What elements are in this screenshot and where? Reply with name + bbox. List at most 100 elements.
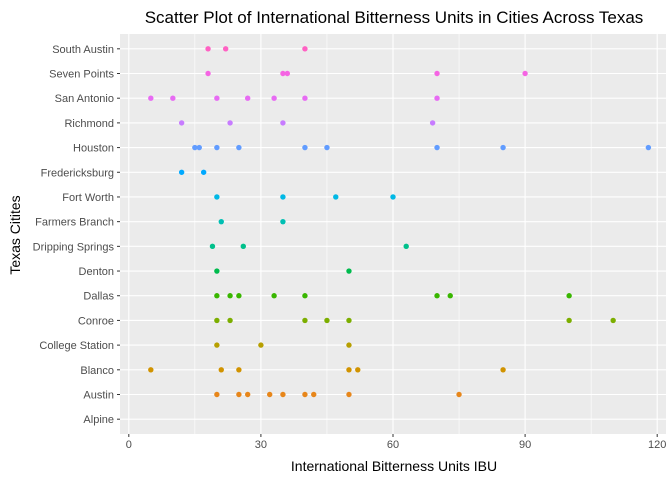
data-point [434, 144, 440, 151]
data-point [390, 194, 396, 200]
y-tick-label: College Station [39, 340, 114, 352]
y-axis-title: Texas Citites [7, 195, 23, 274]
data-point [205, 70, 211, 77]
data-point [302, 317, 308, 324]
data-point [302, 293, 308, 299]
data-point [271, 95, 277, 101]
y-tick-label: Seven Points [49, 69, 114, 81]
y-tick-label: Blanco [80, 365, 114, 377]
data-point [324, 144, 330, 151]
data-point [148, 95, 154, 101]
data-point [522, 70, 528, 77]
data-point [566, 293, 572, 299]
data-point [271, 293, 277, 299]
data-point [240, 243, 246, 250]
data-point [333, 194, 339, 200]
data-point [302, 144, 308, 151]
data-point [346, 391, 352, 398]
data-point [302, 46, 308, 52]
data-point [429, 120, 436, 126]
y-tick-label: Farmers Branch [35, 217, 114, 229]
data-point [214, 268, 220, 274]
x-tick-label: 30 [255, 439, 267, 451]
chart-title: Scatter Plot of International Bitterness… [145, 8, 644, 27]
x-tick-label: 0 [126, 439, 132, 451]
y-tick-label: San Antonio [55, 93, 114, 105]
data-point [280, 70, 286, 77]
y-tick-label: Fredericksburg [41, 167, 114, 179]
x-tick-label: 60 [387, 439, 399, 451]
data-point [214, 391, 220, 398]
data-point [214, 95, 220, 101]
x-axis-ticks: 0 30 60 90 120 [126, 434, 666, 451]
data-point [236, 144, 242, 151]
y-tick-label: Austin [83, 389, 114, 401]
data-point [456, 391, 462, 398]
y-tick-label: Alpine [83, 414, 114, 426]
data-point [610, 317, 616, 324]
data-point [500, 144, 506, 151]
data-point [148, 367, 154, 373]
data-point [280, 194, 286, 200]
y-tick-label: Dallas [83, 291, 114, 303]
data-point [324, 317, 330, 324]
data-point [355, 367, 361, 373]
data-point [244, 391, 251, 398]
data-point [434, 293, 440, 299]
data-point [236, 367, 242, 373]
data-point [302, 391, 308, 398]
y-tick-label: Houston [73, 143, 114, 155]
data-point [346, 367, 352, 373]
data-point [258, 342, 264, 348]
data-point [500, 367, 506, 373]
data-point [302, 95, 308, 101]
data-point [280, 391, 286, 398]
data-point [566, 317, 572, 324]
data-point [178, 169, 185, 175]
data-point [196, 144, 202, 151]
data-point [280, 120, 286, 126]
data-point [214, 194, 220, 200]
x-tick-label: 120 [648, 439, 666, 451]
y-tick-label: Dripping Springs [33, 241, 115, 253]
y-tick-label: Richmond [64, 118, 114, 130]
data-point [214, 293, 220, 299]
data-point [214, 317, 220, 324]
y-tick-label: Fort Worth [62, 192, 114, 204]
data-point [192, 144, 198, 151]
minor-gridlines [194, 34, 592, 434]
data-point [280, 218, 286, 225]
data-point [346, 268, 352, 274]
x-tick-label: 90 [519, 439, 531, 451]
data-point [284, 70, 291, 77]
data-point [205, 46, 211, 52]
data-point [170, 95, 176, 101]
data-point [311, 391, 317, 398]
data-point [178, 120, 185, 126]
data-point [244, 95, 251, 101]
data-point [346, 342, 352, 348]
y-tick-label: Conroe [78, 315, 114, 327]
data-point [403, 243, 409, 250]
data-point [236, 293, 242, 299]
data-point [645, 144, 652, 151]
data-point [218, 367, 224, 373]
y-tick-label: Denton [79, 266, 114, 278]
data-point [447, 293, 453, 299]
data-point [214, 342, 220, 348]
y-tick-label: South Austin [52, 44, 114, 56]
data-point [214, 144, 220, 151]
data-point [227, 317, 233, 324]
data-point [434, 70, 440, 77]
data-point [227, 120, 233, 126]
data-points [148, 46, 652, 398]
data-point [222, 46, 229, 52]
data-point [236, 391, 242, 398]
x-axis-title: International Bitterness Units IBU [291, 458, 497, 474]
data-point [209, 243, 216, 250]
major-gridlines [120, 34, 666, 434]
y-axis-ticks: Alpine Austin Blanco College Station Conroe D… [33, 44, 120, 426]
data-point [227, 293, 233, 299]
data-point [218, 218, 224, 225]
